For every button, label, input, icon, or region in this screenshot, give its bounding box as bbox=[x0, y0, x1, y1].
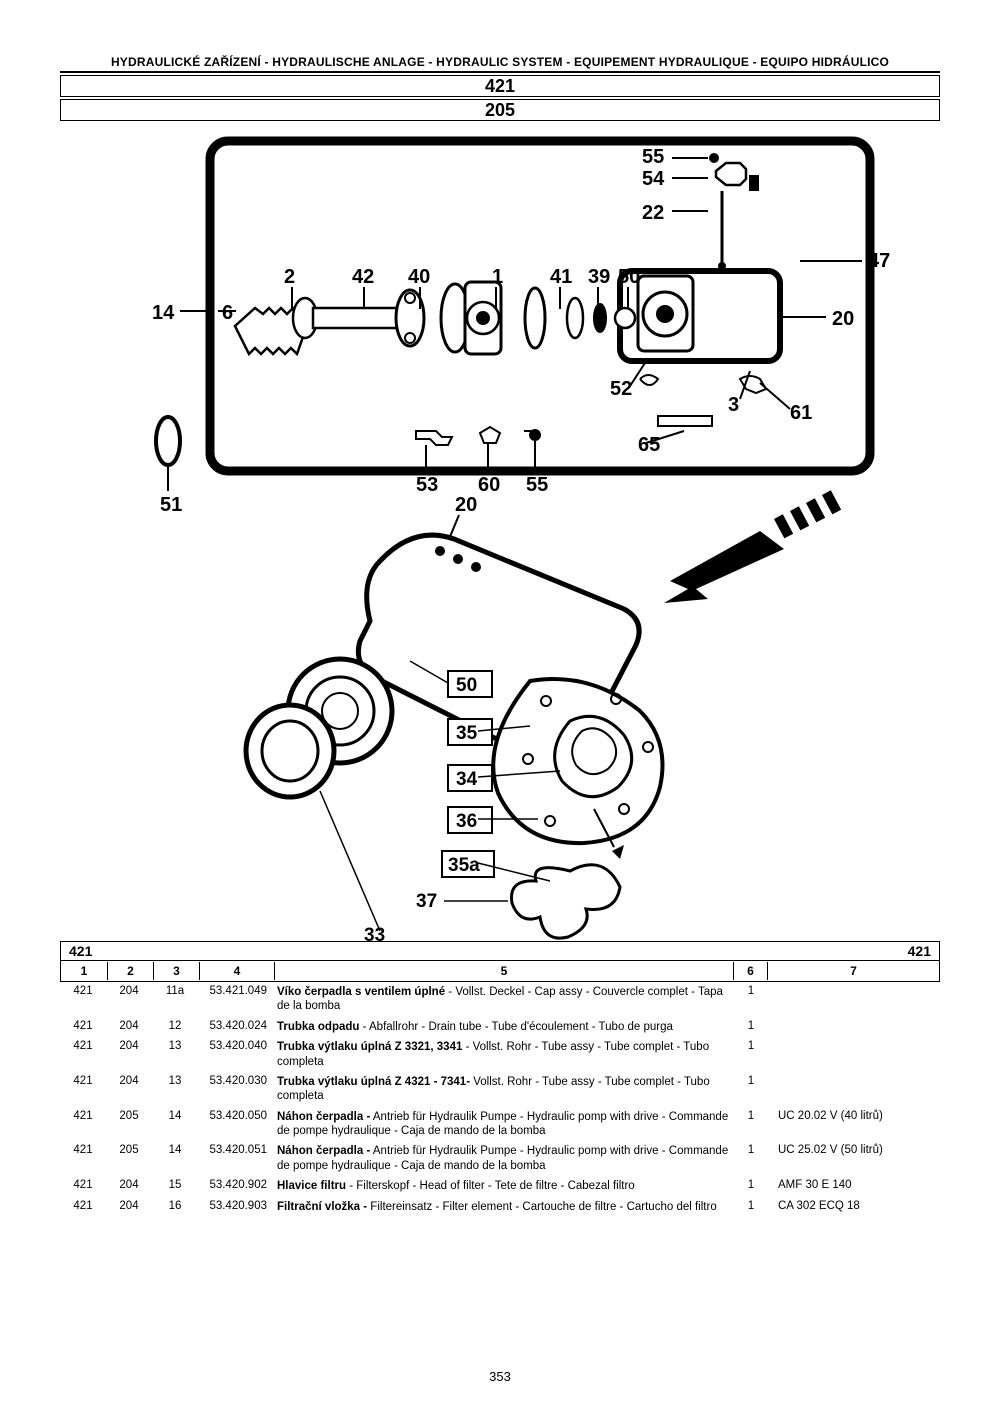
table-row: 4212051453.420.051Náhon čerpadla - Antri… bbox=[60, 1141, 940, 1176]
table-row: 4212041253.420.024Trubka odpadu - Abfall… bbox=[60, 1017, 940, 1037]
svg-text:1: 1 bbox=[492, 266, 503, 288]
svg-text:55: 55 bbox=[526, 474, 548, 496]
table-row: 4212041353.420.030Trubka výtlaku úplná Z… bbox=[60, 1072, 940, 1107]
svg-text:37: 37 bbox=[416, 891, 437, 912]
svg-text:51: 51 bbox=[160, 494, 182, 516]
svg-text:47: 47 bbox=[868, 250, 890, 272]
svg-text:6: 6 bbox=[222, 302, 233, 324]
svg-text:52: 52 bbox=[610, 378, 632, 400]
exploded-diagram: 20 bbox=[60, 131, 940, 941]
svg-text:61: 61 bbox=[790, 402, 812, 424]
table-row: 4212041553.420.902Hlavice filtru - Filte… bbox=[60, 1176, 940, 1196]
svg-text:35a: 35a bbox=[448, 855, 480, 876]
col-7: 7 bbox=[767, 962, 939, 980]
svg-text:41: 41 bbox=[550, 266, 572, 288]
code-box-1: 421 bbox=[60, 75, 940, 97]
table-body: 42120411a53.421.049Víko čerpadla s venti… bbox=[60, 982, 940, 1217]
svg-text:2: 2 bbox=[284, 266, 295, 288]
svg-text:55: 55 bbox=[642, 146, 664, 168]
code-box-2: 205 bbox=[60, 99, 940, 121]
svg-text:50: 50 bbox=[456, 675, 477, 696]
svg-text:53: 53 bbox=[416, 474, 438, 496]
col-2: 2 bbox=[107, 962, 153, 980]
svg-text:22: 22 bbox=[642, 202, 664, 224]
table-code-right: 421 bbox=[908, 943, 931, 959]
table-code-left: 421 bbox=[69, 943, 92, 959]
svg-text:40: 40 bbox=[408, 266, 430, 288]
svg-text:36: 36 bbox=[456, 811, 477, 832]
table-header: 1 2 3 4 5 6 7 bbox=[60, 960, 940, 982]
svg-text:34: 34 bbox=[456, 769, 478, 790]
svg-text:35: 35 bbox=[456, 723, 478, 744]
table-row: 42120411a53.421.049Víko čerpadla s venti… bbox=[60, 982, 940, 1017]
svg-text:39: 39 bbox=[588, 266, 610, 288]
col-4: 4 bbox=[199, 962, 274, 980]
svg-text:3: 3 bbox=[728, 394, 739, 416]
diagram-svg: 20 bbox=[60, 131, 940, 941]
page-header: HYDRAULICKÉ ZAŘÍZENÍ - HYDRAULISCHE ANLA… bbox=[60, 55, 940, 73]
col-5: 5 bbox=[274, 962, 733, 980]
table-title-row: 421 421 bbox=[60, 941, 940, 960]
svg-text:60: 60 bbox=[478, 474, 500, 496]
svg-text:20: 20 bbox=[832, 308, 854, 330]
col-3: 3 bbox=[153, 962, 199, 980]
svg-text:65: 65 bbox=[638, 434, 660, 456]
table-row: 4212041353.420.040Trubka výtlaku úplná Z… bbox=[60, 1037, 940, 1072]
svg-text:42: 42 bbox=[352, 266, 374, 288]
svg-text:20: 20 bbox=[455, 494, 477, 516]
svg-text:50: 50 bbox=[618, 266, 640, 288]
page-number: 353 bbox=[0, 1369, 1000, 1384]
svg-text:14: 14 bbox=[152, 302, 175, 324]
col-6: 6 bbox=[733, 962, 767, 980]
svg-text:33: 33 bbox=[364, 925, 385, 941]
table-row: 4212051453.420.050Náhon čerpadla - Antri… bbox=[60, 1107, 940, 1142]
svg-text:54: 54 bbox=[642, 168, 665, 190]
col-1: 1 bbox=[61, 962, 107, 980]
table-row: 4212041653.420.903Filtrační vložka - Fil… bbox=[60, 1197, 940, 1217]
